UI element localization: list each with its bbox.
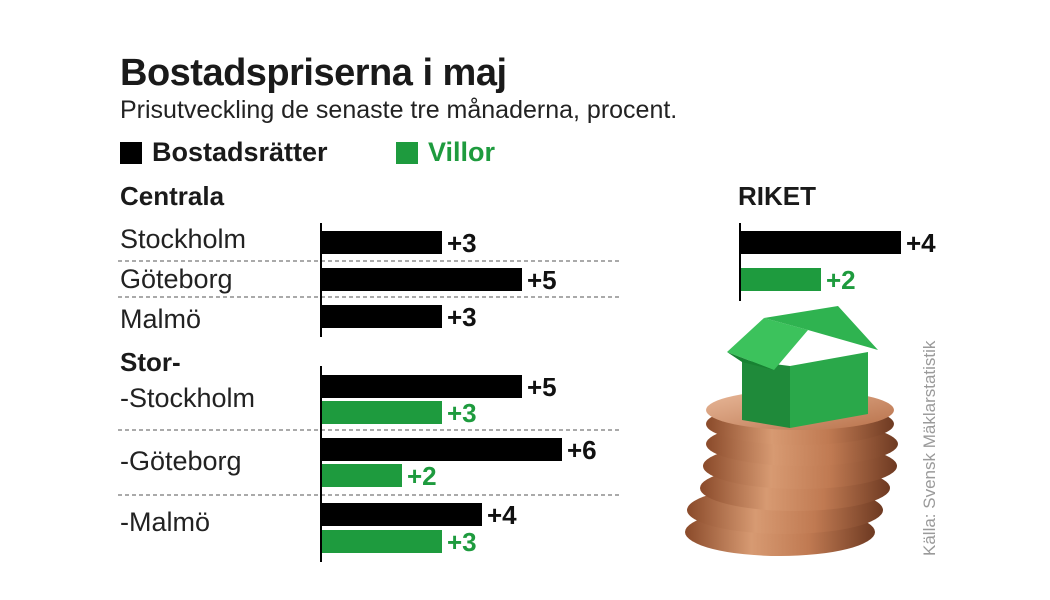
bar-villor (322, 464, 402, 487)
bar-bostadsratter (322, 268, 522, 291)
group-label-riket: RIKET (738, 181, 816, 211)
chart-title: Bostadspriserna i maj (120, 52, 507, 94)
bar-labels: +3 +5 +3 +5 +3 +6 +2 +4 +3 +4 +2 (407, 228, 936, 557)
group-label-stor: Stor- (120, 347, 181, 377)
house-icon (727, 306, 878, 428)
legend-swatch-bostadsratter (120, 141, 142, 164)
row-label-goteborg: Göteborg (120, 264, 233, 294)
data-label-bostadsratter: +4 (906, 228, 936, 258)
bar-villor (741, 268, 821, 291)
row-label-stor-stockholm: -Stockholm (120, 383, 256, 413)
data-label-bostadsratter: +6 (567, 435, 597, 465)
bar-bostadsratter (322, 375, 522, 398)
bar-villor (322, 401, 442, 424)
data-label-bostadsratter: +3 (447, 302, 477, 332)
bar-bostadsratter (322, 503, 482, 526)
divider-lines (118, 260, 622, 496)
data-label-villor: +3 (447, 398, 477, 428)
row-label-malmo: Malmö (120, 304, 202, 334)
coin-stack-illustration (685, 306, 898, 556)
legend-label-bostadsratter: Bostadsrätter (152, 137, 328, 167)
source-credit: Källa: Svensk Mäklarstatistik (920, 340, 939, 556)
row-label-stor-malmo: -Malmö (120, 507, 211, 537)
legend-item-villor: Villor (396, 137, 495, 168)
group-label-centrala: Centrala (120, 181, 225, 211)
bar-villor (322, 530, 442, 553)
data-label-villor: +2 (826, 265, 856, 295)
data-label-villor: +2 (407, 461, 437, 491)
data-label-bostadsratter: +5 (527, 372, 557, 402)
legend-item-bostadsratter: Bostadsrätter (120, 137, 328, 168)
row-label-stor-goteborg: -Göteborg (120, 446, 242, 476)
bars (322, 231, 901, 553)
bar-bostadsratter (741, 231, 901, 254)
data-label-bostadsratter: +3 (447, 228, 477, 258)
bar-bostadsratter (322, 438, 562, 461)
chart-subtitle: Prisutveckling de senaste tre månaderna,… (120, 96, 678, 124)
bar-bostadsratter (322, 305, 442, 328)
legend-label-villor: Villor (428, 137, 496, 167)
legend-swatch-villor (396, 141, 418, 164)
data-label-villor: +3 (447, 527, 477, 557)
bar-bostadsratter (322, 231, 442, 254)
row-label-stockholm: Stockholm (120, 224, 247, 254)
axis-lines (320, 223, 741, 562)
data-label-bostadsratter: +5 (527, 265, 557, 295)
data-label-bostadsratter: +4 (487, 500, 517, 530)
